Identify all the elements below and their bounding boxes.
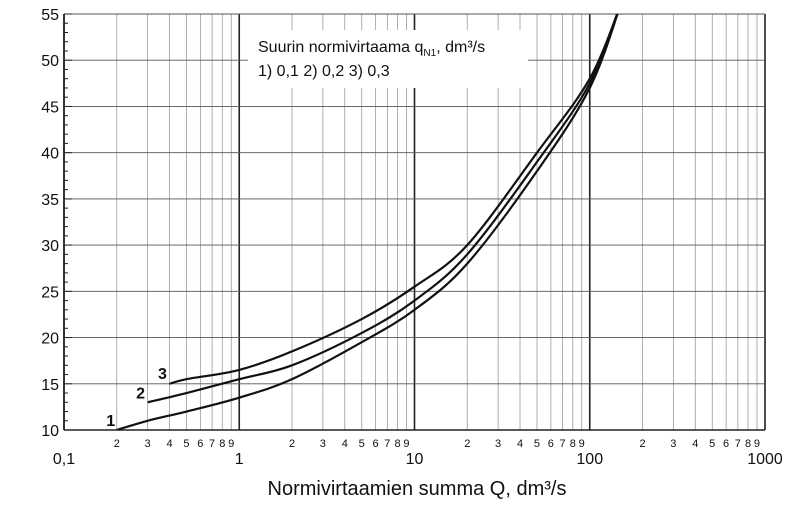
x-minor-tick-label: 6 (373, 438, 379, 450)
x-tick-label: 100 (576, 451, 603, 468)
y-tick-label: 55 (41, 7, 59, 24)
legend: Suurin normivirtaama qN1, dm³/s 1) 0,1 2… (248, 30, 528, 88)
x-minor-tick-label: 9 (228, 438, 234, 450)
legend-line-1: Suurin normivirtaama qN1, dm³/s (258, 39, 485, 59)
x-tick-label: 1 (235, 451, 244, 468)
legend-title: Suurin normivirtaama q (258, 39, 423, 56)
x-minor-tick-label: 7 (560, 438, 566, 450)
x-minor-tick-label: 4 (692, 438, 698, 450)
x-minor-tick-label: 2 (639, 438, 645, 450)
x-minor-tick-label: 2 (289, 438, 295, 450)
x-minor-tick-label: 3 (670, 438, 676, 450)
x-minor-tick-label: 9 (403, 438, 409, 450)
plot-frame (63, 14, 765, 431)
x-minor-tick-label: 4 (342, 438, 348, 450)
x-tick-label: 10 (406, 451, 424, 468)
x-minor-tick-label: 5 (534, 438, 540, 450)
x-minor-tick-label: 9 (754, 438, 760, 450)
x-minor-tick-label: 7 (735, 438, 741, 450)
x-minor-tick-label: 4 (166, 438, 172, 450)
y-tick-label: 20 (41, 331, 59, 348)
y-tick-label: 40 (41, 146, 59, 163)
series-line-2 (147, 14, 619, 404)
y-tick-label: 10 (41, 423, 59, 440)
x-tick-label: 0,1 (53, 451, 75, 468)
x-minor-tick-label: 4 (517, 438, 523, 450)
x-minor-tick-label: 9 (579, 438, 585, 450)
x-minor-tick-label: 2 (464, 438, 470, 450)
legend-subscript: N1 (423, 48, 436, 59)
series-label-1: 1 (106, 413, 115, 430)
x-minor-tick-label: 3 (145, 438, 151, 450)
curves (116, 14, 619, 430)
curve-labels: 1 23 (106, 366, 167, 430)
x-minor-tick-label: 7 (209, 438, 215, 450)
x-minor-tick-label: 8 (219, 438, 225, 450)
x-minor-tick-label: 8 (570, 438, 576, 450)
y-tick-label: 50 (41, 53, 59, 70)
x-minor-tick-label: 8 (394, 438, 400, 450)
x-minor-tick-label: 3 (495, 438, 501, 450)
series-label-3: 3 (158, 366, 167, 383)
grid (63, 13, 766, 430)
series-label-2: 2 (136, 385, 145, 402)
legend-unit: , dm³/s (436, 39, 485, 56)
series-line-3 (169, 14, 619, 385)
x-minor-tick-label: 3 (320, 438, 326, 450)
y-tick-label: 25 (41, 284, 59, 301)
y-tick-label: 45 (41, 99, 59, 116)
legend-line-2: 1) 0,1 2) 0,2 3) 0,3 (258, 63, 390, 80)
legend-box (248, 30, 528, 88)
y-tick-label: 30 (41, 238, 59, 255)
x-minor-tick-label: 7 (384, 438, 390, 450)
y-tick-label: 15 (41, 377, 59, 394)
x-minor-tick-label: 5 (183, 438, 189, 450)
x-minor-tick-label: 5 (709, 438, 715, 450)
x-tick-label: 1000 (747, 451, 783, 468)
x-minor-tick-label: 6 (723, 438, 729, 450)
x-minor-tick-label: 2 (114, 438, 120, 450)
x-minor-tick-label: 6 (548, 438, 554, 450)
x-minor-tick-label: 6 (197, 438, 203, 450)
series-line-1 (116, 14, 619, 430)
x-minor-tick-label: 8 (745, 438, 751, 450)
y-tick-label: 35 (41, 192, 59, 209)
x-axis-label: Normivirtaamien summa Q, dm³/s (268, 478, 567, 500)
x-minor-tick-label: 5 (359, 438, 365, 450)
